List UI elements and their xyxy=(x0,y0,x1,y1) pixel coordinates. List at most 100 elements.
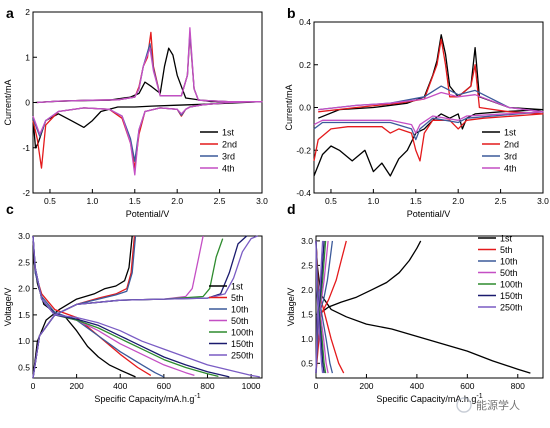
y-tick-label: -0.4 xyxy=(296,188,311,198)
series-group xyxy=(32,27,263,176)
x-tick-label: 0.5 xyxy=(44,196,56,206)
x-axis-label: Specific Capacity/mA.h.g-1 xyxy=(376,393,482,404)
y-tick-label: 1.5 xyxy=(18,310,30,320)
charge-line-150th xyxy=(32,235,248,379)
y-tick-label: 2.5 xyxy=(18,257,30,267)
series-line-4th xyxy=(313,91,544,134)
y-tick-label: 1.0 xyxy=(301,334,313,344)
x-tick-label: 400 xyxy=(410,381,424,391)
x-tick-label: 0.5 xyxy=(325,196,337,206)
legend-label: 2nd xyxy=(504,140,519,150)
legend-label: 250th xyxy=(231,351,254,361)
y-tick-label: -1 xyxy=(22,143,30,153)
legend-label: 250th xyxy=(500,303,523,313)
y-tick-label: 0.5 xyxy=(301,358,313,368)
watermark-logo-icon xyxy=(456,397,472,413)
x-axis-label: Potential/V xyxy=(407,209,451,219)
panel-letter: c xyxy=(6,201,14,217)
y-tick-label: 0.0 xyxy=(299,103,311,113)
legend-label: 10th xyxy=(500,257,518,267)
discharge-line-1st xyxy=(315,240,531,374)
legend-label: 150th xyxy=(500,291,523,301)
x-tick-label: 2.5 xyxy=(214,196,226,206)
legend: 1st 2nd 3rd 4th xyxy=(482,128,519,174)
legend-label: 1st xyxy=(222,128,235,138)
x-axis-label-sup: -1 xyxy=(194,393,200,400)
x-tick-label: 200 xyxy=(359,381,373,391)
x-tick-label: 1.5 xyxy=(410,196,422,206)
x-tick-label: 200 xyxy=(70,381,84,391)
x-tick-label: 2.0 xyxy=(171,196,183,206)
y-tick-label: 1.0 xyxy=(18,336,30,346)
panel-a: a 0.5 1.0 1.5 2.0 2.5 3.0 2 1 0 -1 -2 Potential/V Cur… xyxy=(3,5,268,219)
x-tick-label: 1.0 xyxy=(367,196,379,206)
y-tick-label: 2.0 xyxy=(18,284,30,294)
x-tick-label: 1.5 xyxy=(129,196,141,206)
y-tick-label: -0.2 xyxy=(296,145,311,155)
series-group xyxy=(315,240,531,374)
x-tick-label: 800 xyxy=(200,381,214,391)
series-line-4th xyxy=(32,27,263,176)
x-tick-label: 400 xyxy=(113,381,127,391)
y-tick-label: 1 xyxy=(25,52,30,62)
x-tick-label: 0 xyxy=(314,381,319,391)
charge-line-250th xyxy=(32,235,258,379)
y-tick-label: 2.0 xyxy=(301,285,313,295)
y-tick-label: 3.0 xyxy=(18,231,30,241)
x-tick-label: 2.0 xyxy=(452,196,464,206)
y-axis-label: Current/mA xyxy=(3,79,13,125)
legend-label: 50th xyxy=(500,268,518,278)
legend-label: 1st xyxy=(500,234,513,244)
y-tick-label: -2 xyxy=(22,188,30,198)
legend-label: 1st xyxy=(504,128,517,138)
discharge-line-250th xyxy=(32,235,260,378)
legend: 1st 2nd 3rd 4th xyxy=(200,128,237,174)
y-tick-label: 0.4 xyxy=(299,17,311,27)
x-axis-label-sup: -1 xyxy=(476,393,482,400)
legend-label: 50th xyxy=(231,316,249,326)
x-axis-label: Specific Capacity/mA.h.g-1 xyxy=(94,393,200,404)
y-tick-label: 3.0 xyxy=(301,236,313,246)
legend-label: 4th xyxy=(222,164,235,174)
x-tick-label: 3.0 xyxy=(256,196,268,206)
panel-letter: d xyxy=(287,201,296,217)
x-tick-label: 600 xyxy=(157,381,171,391)
x-axis-label-text: Specific Capacity/mA.h.g xyxy=(94,394,194,404)
y-tick-label: 0.5 xyxy=(18,362,30,372)
series-line-3rd xyxy=(313,85,544,141)
x-tick-label: 800 xyxy=(511,381,525,391)
legend-label: 5th xyxy=(500,245,513,255)
series-group xyxy=(32,235,260,379)
discharge-line-50th xyxy=(32,235,195,377)
x-axis-label-text: Potential/V xyxy=(126,209,170,219)
charge-line-1st xyxy=(315,240,422,371)
legend-label: 2nd xyxy=(222,140,237,150)
discharge-line-1st xyxy=(32,241,136,378)
legend-label: 3rd xyxy=(504,152,517,162)
discharge-line-150th xyxy=(32,235,230,378)
x-tick-label: 600 xyxy=(460,381,474,391)
x-axis-label-text: Potential/V xyxy=(407,209,451,219)
legend-label: 3rd xyxy=(222,152,235,162)
series-group xyxy=(313,34,544,177)
discharge-line-250th xyxy=(315,240,324,374)
y-axis-label: Current/mA xyxy=(284,84,294,130)
series-line-2nd xyxy=(313,38,544,162)
y-tick-label: 2 xyxy=(25,7,30,17)
y-axis-label: Voltage/V xyxy=(286,288,296,327)
watermark: 能源学人 xyxy=(456,397,520,413)
panel-d: d 0 200 400 600 800 0.5 1.0 1.5 2.0 2.5 3.0 Specific… xyxy=(286,201,544,404)
panel-letter: a xyxy=(6,5,14,21)
charge-line-1st xyxy=(32,235,133,379)
legend-label: 150th xyxy=(231,339,254,349)
watermark-text: 能源学人 xyxy=(476,398,520,412)
x-tick-label: 2.5 xyxy=(495,196,507,206)
x-tick-label: 3.0 xyxy=(537,196,549,206)
panel-letter: b xyxy=(287,5,296,21)
legend-label: 100th xyxy=(231,328,254,338)
x-tick-label: 1.0 xyxy=(86,196,98,206)
y-tick-label: 0.2 xyxy=(299,60,311,70)
